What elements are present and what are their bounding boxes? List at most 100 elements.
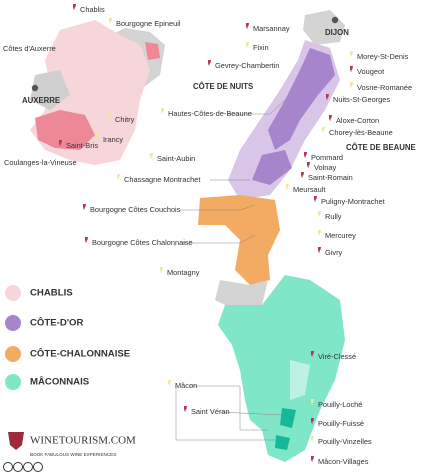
legend-swatch [5,285,21,301]
wine-glass-icon [307,162,310,168]
wine-glass-icon [59,140,62,146]
wine-glass-icon [326,94,329,100]
city-label: DIJON [325,28,349,37]
place-label: Saint-Bris [66,141,98,150]
place-label: Volnay [314,163,336,172]
place-label: Chassagne Montrachet [124,175,200,184]
wine-glass-icon [85,237,88,243]
wine-glass-icon [73,4,76,10]
logo-icon [8,432,24,450]
wine-glass-icon [350,66,353,72]
wine-glass-icon [350,51,353,57]
wine-glass-icon [322,127,325,133]
place-label: Pouilly-Fuissé [318,419,364,428]
wine-glass-icon [311,418,314,424]
place-label: Aloxe-Corton [336,116,379,125]
wine-glass-icon [160,267,163,273]
place-label: Bourgogne Côtes Couchois [90,205,181,214]
chalonnaise-region [198,195,280,285]
legend-label: CÔTE-CHALONNAISE [30,348,131,360]
maconnais-zone [275,435,290,450]
wine-glass-icon [208,60,211,66]
maconnais-region [218,275,345,462]
place-label: Viré-Clessé [318,352,356,361]
wine-glass-icon [286,184,289,190]
place-label: Morey-St-Denis [357,52,409,61]
wine-glass-icon [246,23,249,29]
wine-glass-icon [168,380,171,386]
gray-area [30,70,70,110]
wine-glass-icon [311,351,314,357]
place-label: Vougeot [357,67,384,76]
wine-glass-icon [318,247,321,253]
place-label: Montagny [167,268,200,277]
place-label: Pouilly-Vinzelles [318,437,372,446]
wine-glass-icon [161,108,164,114]
place-label: Mercurey [325,231,356,240]
place-label: Nuits-St-Georges [333,95,390,104]
wine-glass-icon [304,152,307,158]
city-label: AUXERRE [22,96,60,105]
place-label: Rully [325,212,342,221]
subregion-label: CÔTE DE NUITS [193,82,253,91]
place-label: Vosne-Romanée [357,83,412,92]
subregion-label: CÔTE DE BEAUNE [346,143,416,152]
legend-swatch [5,374,21,390]
wine-glass-icon [109,18,112,24]
place-label: Pommard [311,153,343,162]
wine-glass-icon [96,134,99,140]
leader-line [175,99,286,441]
wine-glass-icon [311,436,314,442]
maconnais-zone [280,408,296,428]
place-label: Givry [325,248,343,257]
place-label: Irancy [103,135,123,144]
maconnais-zone [290,360,310,400]
place-label: Mâcon-Villages [318,457,369,466]
wine-glass-icon [83,204,86,210]
city-pin [331,16,339,24]
wine-glass-icon [318,230,321,236]
legend-swatch [5,315,21,331]
place-label: Saint-Aubin [157,154,195,163]
wine-glass-icon [184,406,187,412]
place-label: Chorey-lès-Beaune [329,128,393,137]
legend-label: CÔTE-D'OR [30,317,84,329]
place-label: Saint Véran [191,407,230,416]
place-label: Marsannay [253,24,290,33]
legend-swatch [5,346,21,362]
place-label: Bourgogne Epineuil [116,19,181,28]
wine-glass-icon [150,153,153,159]
place-label: Saint-Romain [308,173,353,182]
legend-label: MÂCONNAIS [30,376,90,388]
cote-dor-zone [268,48,335,150]
logo-name: WINETOURISM.COM [30,435,136,447]
logo-tagline: BOOK FABULOUS WINE EXPERIENCES [30,452,116,457]
wine-glass-icon [246,42,249,48]
wine-glass-icon [311,399,314,405]
place-label: Côtes d'Auxerre [3,44,56,53]
wine-glass-icon [108,114,111,120]
place-label: Chablis [80,5,105,14]
place-label: Fixin [253,43,269,52]
wine-glass-icon [329,115,332,121]
place-label: Meursault [293,185,325,194]
wine-glass-icon [301,172,304,178]
wine-glass-icon [117,174,120,180]
city-pin [31,84,39,92]
chablis-zone [35,110,95,150]
wine-glass-icon [314,196,317,202]
wine-glass-icon [311,456,314,462]
place-label: Pouilly-Loché [318,400,362,409]
place-label: Gevrey-Chambertin [215,61,279,70]
license-icons [3,462,43,472]
cote-dor-zone [252,150,292,185]
place-label: Hautes-Côtes-de-Beaune [168,109,252,118]
place-label: Chitry [115,115,135,124]
place-label: Mâcon [175,381,197,390]
chablis-zone [145,42,160,60]
place-label: Puligny-Montrachet [321,197,385,206]
wine-glass-icon [350,82,353,88]
place-label: Coulanges-la-Vineuse [4,158,77,167]
legend-label: CHABLIS [30,288,73,299]
